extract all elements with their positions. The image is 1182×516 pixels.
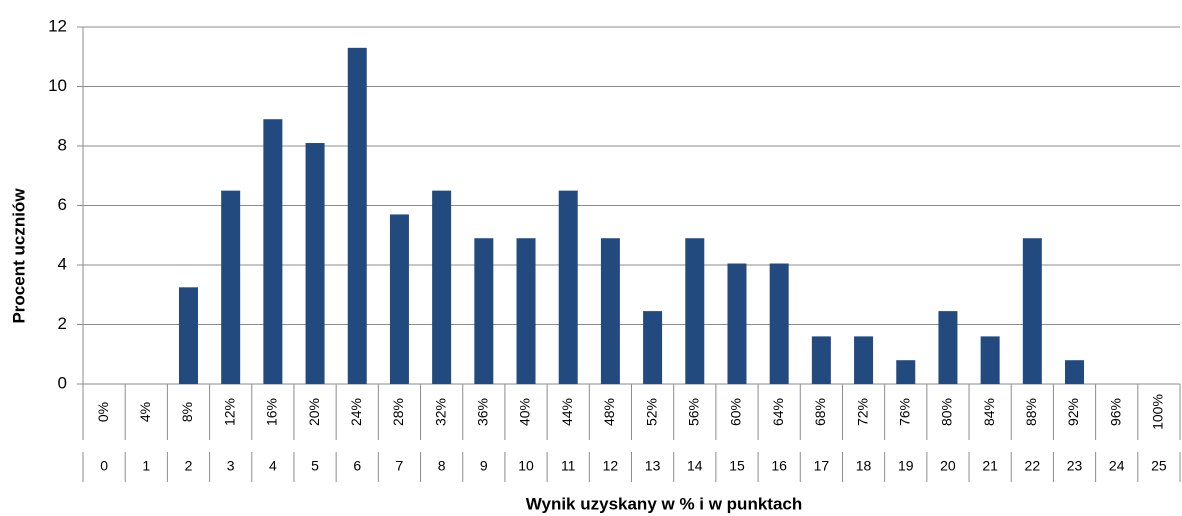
x-tick-label: 76% [896, 398, 912, 426]
bar [432, 190, 452, 384]
x-tick-label-points: 16 [771, 458, 787, 474]
x-tick-label-points: 19 [898, 458, 914, 474]
x-tick-label: 88% [1023, 398, 1039, 426]
x-tick-label: 80% [939, 398, 955, 426]
bar [558, 190, 578, 384]
y-tick-label: 4 [58, 254, 67, 273]
x-tick-label-points: 14 [687, 458, 703, 474]
x-tick-label-points: 17 [814, 458, 830, 474]
x-tick-label-points: 0 [100, 458, 108, 474]
bar [980, 336, 1000, 384]
x-tick-label-points: 5 [311, 458, 319, 474]
y-axis-title: Procent uczniów [9, 188, 28, 324]
x-tick-label: 52% [643, 398, 659, 426]
y-tick-label: 8 [58, 135, 67, 154]
x-tick-label-points: 21 [982, 458, 998, 474]
bar [811, 336, 831, 384]
bar [178, 287, 198, 384]
x-tick-label-points: 3 [227, 458, 235, 474]
x-tick-label: 32% [432, 398, 448, 426]
x-tick-label-points: 24 [1109, 458, 1125, 474]
y-tick-label: 0 [58, 373, 67, 392]
x-tick-label-points: 11 [561, 458, 576, 474]
x-tick-label: 12% [221, 398, 237, 426]
x-tick-label: 4% [137, 402, 153, 422]
x-tick-label: 60% [728, 398, 744, 426]
x-tick-label: 96% [1107, 398, 1123, 426]
bar [1065, 360, 1085, 384]
bar [854, 336, 874, 384]
x-tick-label: 20% [306, 398, 322, 426]
y-tick-label: 2 [58, 314, 67, 333]
x-tick-label-points: 9 [480, 458, 488, 474]
x-tick-label: 24% [348, 398, 364, 426]
bar [938, 311, 958, 384]
x-tick-label-points: 1 [142, 458, 150, 474]
bar [389, 214, 409, 384]
bar [685, 238, 705, 384]
y-tick-label: 12 [48, 16, 67, 35]
y-tick-label: 10 [48, 76, 67, 95]
bar [769, 263, 789, 384]
x-tick-label: 84% [981, 398, 997, 426]
x-tick-label-points: 23 [1067, 458, 1083, 474]
bar [474, 238, 494, 384]
bar [347, 47, 367, 384]
x-tick-label: 68% [812, 398, 828, 426]
bar [600, 238, 620, 384]
x-tick-label: 72% [854, 398, 870, 426]
x-tick-label-points: 10 [518, 458, 534, 474]
x-tick-label: 64% [770, 398, 786, 426]
x-tick-label: 40% [517, 398, 533, 426]
bar [1022, 238, 1042, 384]
x-tick-label: 28% [390, 398, 406, 426]
x-tick-label: 8% [179, 402, 195, 422]
x-tick-label-points: 12 [603, 458, 619, 474]
bar [221, 190, 241, 384]
x-tick-label-points: 25 [1151, 458, 1167, 474]
x-axis-title: Wynik uzyskany w % i w punktach [526, 494, 802, 513]
x-tick-label-points: 6 [353, 458, 361, 474]
x-tick-label: 36% [475, 398, 491, 426]
x-tick-label: 56% [685, 398, 701, 426]
x-tick-label: 92% [1065, 398, 1081, 426]
x-tick-label-points: 8 [438, 458, 446, 474]
bar [263, 119, 283, 384]
bar [896, 360, 916, 384]
bar [516, 238, 536, 384]
x-tick-label-points: 15 [729, 458, 745, 474]
x-tick-label: 16% [264, 398, 280, 426]
x-tick-label: 100% [1150, 394, 1166, 430]
x-tick-label-points: 2 [185, 458, 193, 474]
bar [643, 311, 663, 384]
x-tick-label-points: 4 [269, 458, 277, 474]
bar [305, 143, 325, 384]
x-tick-label-points: 18 [856, 458, 872, 474]
x-tick-label-points: 13 [645, 458, 661, 474]
x-tick-label: 44% [559, 398, 575, 426]
bar [727, 263, 747, 384]
x-tick-label-points: 22 [1025, 458, 1041, 474]
x-tick-label-points: 7 [396, 458, 404, 474]
x-tick-label: 48% [601, 398, 617, 426]
x-tick-label-points: 20 [940, 458, 956, 474]
y-tick-label: 6 [58, 195, 67, 214]
x-tick-label: 0% [95, 402, 111, 422]
